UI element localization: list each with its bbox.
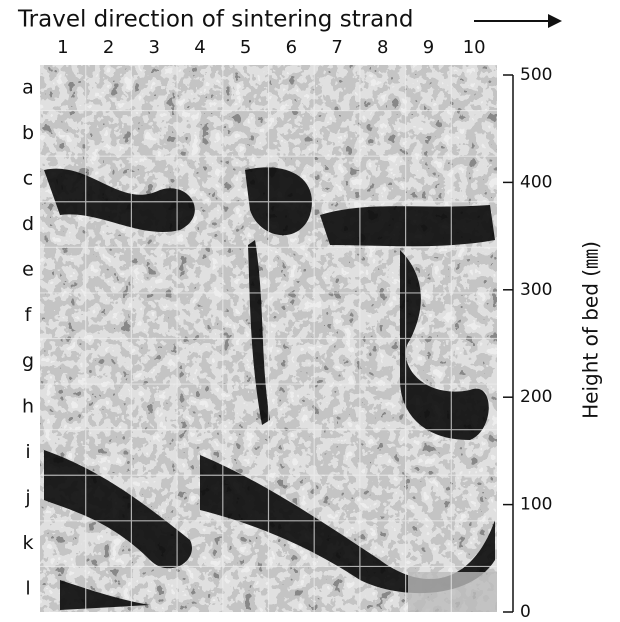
column-label: 10 bbox=[463, 37, 486, 58]
column-label: 6 bbox=[286, 37, 297, 58]
scale-tick-label: 200 bbox=[520, 387, 552, 407]
row-label: e bbox=[22, 259, 34, 281]
figure-title: Travel direction of sintering strand bbox=[17, 7, 413, 33]
scale-tick-label: 400 bbox=[520, 172, 552, 192]
scale-label: Height of bed (㎜) bbox=[579, 241, 603, 419]
row-label: b bbox=[22, 122, 34, 144]
sinter-photo bbox=[40, 65, 497, 612]
scale-tick-label: 0 bbox=[520, 602, 531, 622]
direction-arrow bbox=[474, 14, 562, 28]
column-label: 5 bbox=[240, 37, 251, 58]
row-label: i bbox=[25, 441, 30, 463]
column-label: 3 bbox=[149, 37, 160, 58]
row-label: h bbox=[22, 395, 34, 417]
scale-tick-label: 500 bbox=[520, 65, 552, 85]
column-label: 4 bbox=[194, 37, 205, 58]
column-label: 1 bbox=[57, 37, 68, 58]
row-label: g bbox=[22, 350, 34, 372]
scale-tick-label: 300 bbox=[520, 280, 552, 300]
column-label: 7 bbox=[331, 37, 342, 58]
row-label: f bbox=[25, 304, 33, 326]
column-label: 8 bbox=[377, 37, 388, 58]
row-label: d bbox=[22, 213, 34, 235]
scale-tick-label: 100 bbox=[520, 495, 552, 515]
row-label: a bbox=[22, 76, 34, 98]
row-label: k bbox=[22, 532, 33, 554]
column-label: 9 bbox=[423, 37, 434, 58]
column-label: 2 bbox=[103, 37, 114, 58]
row-label: l bbox=[25, 578, 30, 600]
row-label: c bbox=[23, 167, 33, 189]
row-label: j bbox=[24, 487, 30, 509]
